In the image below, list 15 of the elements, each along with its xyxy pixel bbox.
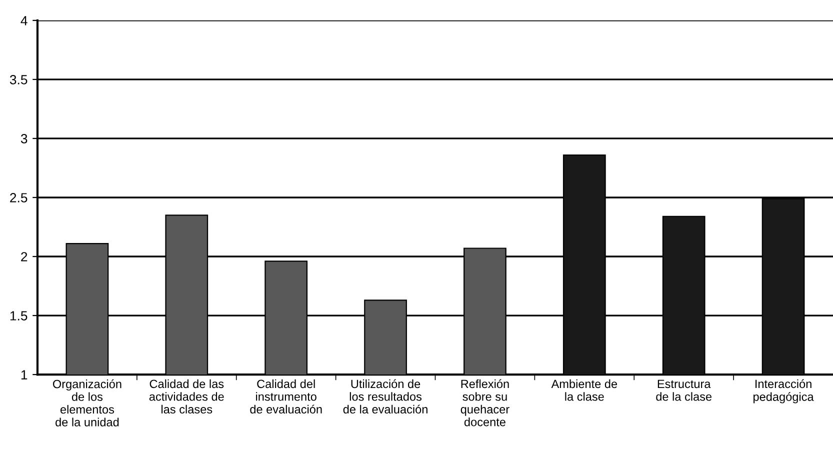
x-tick-label: Estructura de la clase [656,380,712,401]
x-tick-label: Reflexión sobre su quehacer docente [460,379,510,426]
y-tick-label: 4 [20,16,28,26]
y-tick-label: 1 [21,370,28,380]
y-tick-label: 3.5 [10,75,28,84]
x-tick-label: Calidad del instrumento de evaluación [250,379,322,414]
x-tick-label: Organización de los elementos de la unidad [52,379,122,426]
y-tick-label: 1.5 [10,311,28,320]
y-tick-label: 3 [20,134,28,144]
x-tick-label: Ambiente de la clase [551,379,618,401]
x-tick-label: Interacción pedagógica [754,379,814,404]
x-tick-label: Calidad de las actividades de las clases [149,379,224,414]
y-tick-label: 2.5 [10,193,28,202]
y-tick-label: 2 [21,252,28,262]
x-tick-label: Utilización de los resultados de la evaluación [343,379,428,414]
